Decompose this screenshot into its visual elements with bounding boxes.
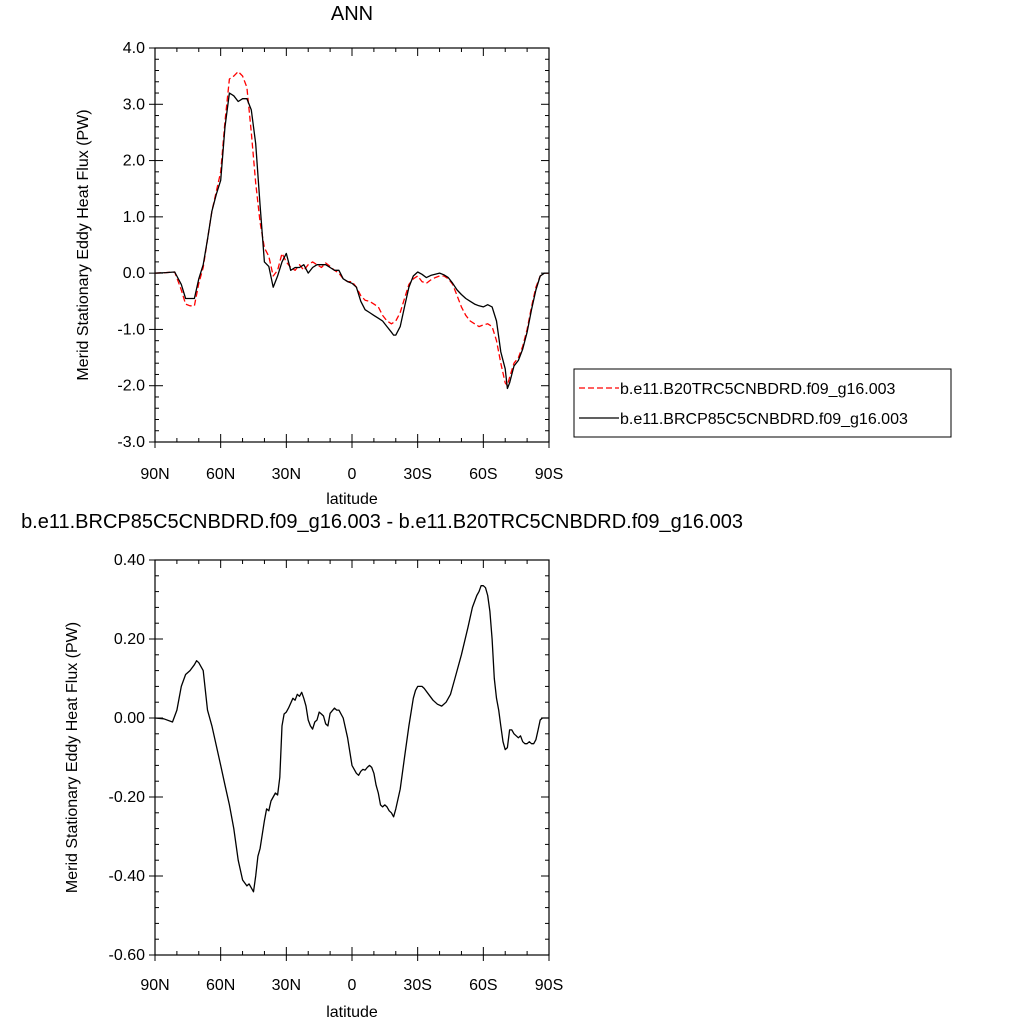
x-tick-label: 30N — [272, 977, 301, 994]
series-line-1 — [154, 585, 549, 893]
x-axis-label: latitude — [326, 491, 378, 508]
y-tick-label: -0.40 — [109, 868, 146, 885]
y-tick-label: -0.20 — [109, 789, 146, 806]
plot-frame — [154, 47, 550, 443]
y-tick-label: 4.0 — [123, 40, 145, 57]
chart-1: ANN 90N 60N 30N 0 30S 60S 90S 4.0 3.0 2.0 1.0 0.0 -1.… — [75, 3, 952, 508]
chart-title: b.e11.BRCP85C5CNBDRD.f09_g16.003 - b.e11… — [21, 511, 743, 533]
series-line-2 — [154, 92, 549, 390]
y-tick-label: 0.40 — [114, 552, 145, 569]
y-tick-label: 3.0 — [123, 96, 145, 113]
y-tick-label: 0.20 — [114, 631, 145, 648]
y-tick-label: 2.0 — [123, 153, 145, 170]
x-tick-label: 0 — [348, 466, 357, 483]
x-tick-label: 30S — [403, 977, 431, 994]
legend-label-2: b.e11.BRCP85C5CNBDRD.f09_g16.003 — [620, 411, 908, 428]
x-tick-label: 0 — [348, 977, 357, 994]
y-tick-label: -0.60 — [109, 947, 146, 964]
x-tick-label: 90N — [140, 977, 169, 994]
y-tick-label: -1.0 — [117, 321, 145, 338]
x-tick-label: 60N — [206, 977, 235, 994]
chart-title: ANN — [331, 3, 373, 25]
y-axis-label: Merid Stationary Eddy Heat Flux (PW) — [75, 109, 92, 380]
y-tick-label: -3.0 — [117, 434, 145, 451]
chart-2: b.e11.BRCP85C5CNBDRD.f09_g16.003 - b.e11… — [21, 511, 743, 1021]
series-line-1 — [154, 70, 549, 387]
y-tick-label: -2.0 — [117, 378, 145, 395]
x-tick-label: 90S — [535, 466, 563, 483]
y-tick-label: 1.0 — [123, 209, 145, 226]
x-tick-label: 90N — [140, 466, 169, 483]
legend-label-1: b.e11.B20TRC5CNBDRD.f09_g16.003 — [620, 381, 896, 398]
x-tick-label: 30N — [272, 466, 301, 483]
legend-box — [573, 368, 952, 438]
x-tick-label: 60S — [469, 466, 497, 483]
x-tick-label: 30S — [403, 466, 431, 483]
x-tick-label: 60N — [206, 466, 235, 483]
x-tick-label: 60S — [469, 977, 497, 994]
legend: b.e11.B20TRC5CNBDRD.f09_g16.003 b.e11.BRC… — [573, 368, 952, 438]
x-axis-label: latitude — [326, 1004, 378, 1021]
y-tick-label: 0.00 — [114, 710, 145, 727]
y-tick-label: 0.0 — [123, 265, 145, 282]
x-tick-label: 90S — [535, 977, 563, 994]
y-axis-label: Merid Stationary Eddy Heat Flux (PW) — [64, 622, 81, 893]
